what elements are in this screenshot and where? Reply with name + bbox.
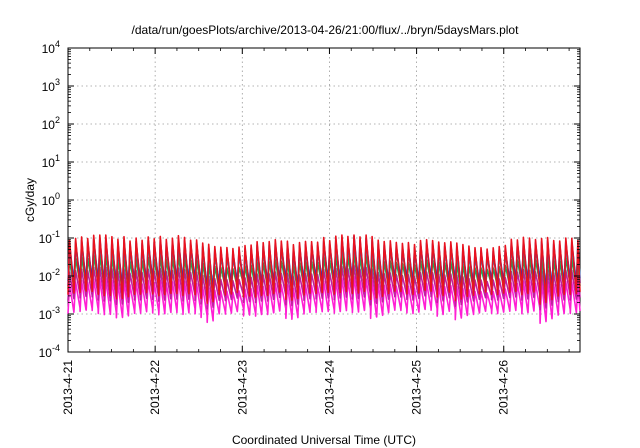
y-axis-label: cGy/day [23,178,37,222]
y-tick-label: 10-3 [39,305,60,322]
x-tick-label: 2013-4-25 [410,360,424,415]
y-tick-label: 101 [42,153,60,170]
y-axis-ticks: 10-4 10-3 10-2 10-1 100 101 102 103 104 [39,39,580,360]
x-axis-ticks: 2013-4-21 2013-4-22 2013-4-23 2013-4-24 2013… [61,48,570,415]
y-tick-label: 104 [42,39,60,56]
y-tick-label: 100 [42,191,60,208]
chart-title: /data/run/goesPlots/archive/2013-04-26/2… [132,23,520,37]
y-tick-label: 10-1 [39,229,60,246]
x-tick-label: 2013-4-21 [61,360,75,415]
x-axis-label: Coordinated Universal Time (UTC) [232,433,416,447]
x-tick-label: 2013-4-24 [322,360,336,415]
y-tick-label: 102 [42,115,60,132]
x-tick-label: 2013-4-26 [497,360,511,415]
y-tick-label: 10-4 [39,343,60,360]
x-tick-label: 2013-4-23 [235,360,249,415]
x-tick-label: 2013-4-22 [148,360,162,415]
series-line [67,234,581,305]
y-tick-label: 10-2 [39,267,60,284]
y-tick-label: 103 [42,77,60,94]
series-group [67,234,581,324]
